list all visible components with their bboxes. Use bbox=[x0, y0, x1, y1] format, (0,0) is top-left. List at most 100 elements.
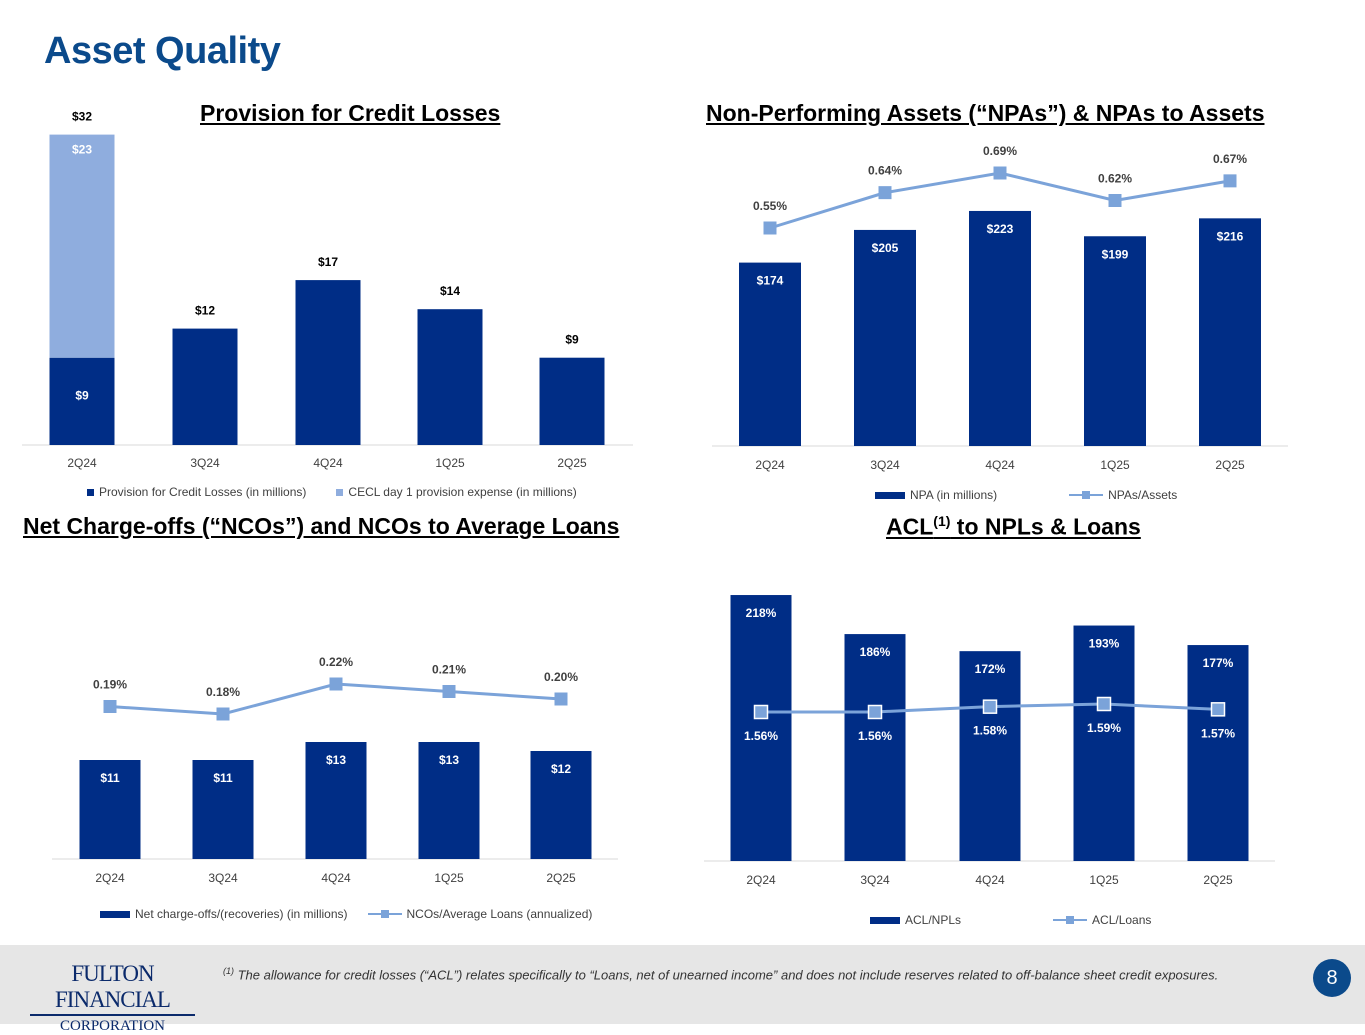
nco-bar-label-4Q24: $13 bbox=[326, 753, 346, 767]
acl-bar-1Q25 bbox=[1073, 625, 1135, 861]
npa-bar-2Q24 bbox=[739, 262, 801, 446]
npa-tick-4Q24: 4Q24 bbox=[985, 458, 1015, 472]
provision-label-1Q25: $14 bbox=[440, 284, 460, 298]
nco-tick-3Q24: 3Q24 bbox=[208, 871, 238, 885]
chart-title-nco: Net Charge-offs (“NCOs”) and NCOs to Ave… bbox=[23, 513, 620, 539]
acl-point-label-2Q24: 1.56% bbox=[744, 729, 778, 743]
acl-title-rest: to NPLs & Loans bbox=[950, 513, 1141, 540]
npa-bar-1Q25 bbox=[1084, 236, 1146, 446]
acl-point-label-1Q25: 1.59% bbox=[1087, 721, 1121, 735]
legend-item-cecl: CECL day 1 provision expense (in million… bbox=[336, 485, 577, 499]
acl-bar-label-1Q25: 193% bbox=[1089, 637, 1120, 651]
provision-tick-2Q24: 2Q24 bbox=[67, 456, 97, 470]
logo-rule bbox=[30, 1014, 195, 1016]
nco-point-4Q24 bbox=[329, 677, 343, 691]
footnote: (1) The allowance for credit losses (“AC… bbox=[223, 962, 1233, 984]
npa-point-2Q24 bbox=[763, 221, 777, 235]
acl-bar-4Q24 bbox=[959, 651, 1021, 861]
nco-bar-label-3Q24: $11 bbox=[213, 771, 233, 785]
nco-tick-4Q24: 4Q24 bbox=[321, 871, 351, 885]
nco-bar-label-1Q25: $13 bbox=[439, 753, 459, 767]
nco-point-label-3Q24: 0.18% bbox=[206, 685, 240, 699]
acl-bar-label-2Q24: 218% bbox=[746, 606, 777, 620]
acl-point-label-4Q24: 1.58% bbox=[973, 724, 1007, 738]
nco-point-2Q25 bbox=[554, 692, 568, 706]
npa-point-1Q25 bbox=[1108, 194, 1122, 207]
npa-tick-2Q25: 2Q25 bbox=[1215, 458, 1245, 472]
legend-swatch-line bbox=[1053, 916, 1088, 924]
nco-point-2Q24 bbox=[103, 700, 117, 713]
acl-tick-3Q24: 3Q24 bbox=[860, 873, 890, 887]
provision-bar-2Q25 bbox=[539, 357, 605, 445]
cecl-bar-2Q24 bbox=[49, 134, 115, 358]
page-number-badge: 8 bbox=[1313, 959, 1351, 997]
legend-item-acl-bar: ACL/NPLs bbox=[870, 913, 961, 927]
acl-tick-2Q25: 2Q25 bbox=[1203, 873, 1233, 887]
legend-label-acl-loans: ACL/Loans bbox=[1092, 913, 1152, 927]
chart-title-npa: Non-Performing Assets (“NPAs”) & NPAs to… bbox=[706, 100, 1265, 126]
nco-tick-2Q25: 2Q25 bbox=[546, 871, 576, 885]
provision-bar-4Q24 bbox=[295, 280, 361, 445]
acl-point-2Q24 bbox=[753, 704, 769, 720]
charts-canvas: 2Q24 3Q24 4Q24 1Q25 2Q25 $23 $9 $32 $12 $17 $14 $9 2… bbox=[22, 110, 1288, 887]
legend-nco: Net charge-offs/(recoveries) (in million… bbox=[100, 907, 592, 921]
provision-bar-3Q24 bbox=[172, 328, 238, 445]
acl-point-label-3Q24: 1.56% bbox=[858, 729, 892, 743]
provision-total-2Q24: $32 bbox=[72, 110, 92, 124]
provision-tick-3Q24: 3Q24 bbox=[190, 456, 220, 470]
acl-bar-3Q24 bbox=[844, 634, 906, 861]
provision-label-2Q24: $9 bbox=[75, 389, 89, 403]
legend-label-npa-assets: NPAs/Assets bbox=[1108, 488, 1178, 502]
provision-label-4Q24: $17 bbox=[318, 255, 338, 269]
footnote-marker: (1) bbox=[223, 966, 234, 976]
npa-point-label-4Q24: 0.69% bbox=[983, 144, 1017, 158]
legend-item-nco-line: NCOs/Average Loans (annualized) bbox=[367, 907, 593, 921]
nco-point-label-1Q25: 0.21% bbox=[432, 663, 466, 677]
legend-label-provision: Provision for Credit Losses (in millions… bbox=[99, 485, 307, 499]
nco-point-3Q24 bbox=[216, 707, 230, 721]
nco-bar-2Q24 bbox=[79, 760, 141, 859]
nco-bar-3Q24 bbox=[192, 760, 254, 859]
npa-point-3Q24 bbox=[878, 186, 892, 200]
acl-bar-2Q25 bbox=[1187, 645, 1249, 861]
page-title: Asset Quality bbox=[44, 30, 281, 72]
nco-bar-4Q24 bbox=[305, 742, 367, 859]
npa-bar-label-4Q24: $223 bbox=[987, 222, 1014, 236]
chart-title-acl: ACL(1) to NPLs & Loans bbox=[886, 513, 1141, 541]
npa-tick-2Q24: 2Q24 bbox=[755, 458, 785, 472]
legend-label-nco: Net charge-offs/(recoveries) (in million… bbox=[135, 907, 348, 921]
provision-tick-1Q25: 1Q25 bbox=[435, 456, 465, 470]
npa-bar-4Q24 bbox=[969, 210, 1031, 446]
legend-item-nco-bar: Net charge-offs/(recoveries) (in million… bbox=[100, 907, 348, 921]
legend-label-npa: NPA (in millions) bbox=[910, 488, 998, 502]
provision-bar-1Q25 bbox=[417, 309, 483, 445]
logo-line2: CORPORATION bbox=[59, 1018, 165, 1034]
footnote-text: The allowance for credit losses (“ACL”) … bbox=[234, 967, 1219, 983]
legend-swatch-dark bbox=[87, 488, 94, 496]
acl-tick-1Q25: 1Q25 bbox=[1089, 873, 1119, 887]
provision-tick-4Q24: 4Q24 bbox=[313, 456, 343, 470]
provision-label-3Q24: $12 bbox=[195, 304, 215, 318]
nco-tick-2Q24: 2Q24 bbox=[95, 871, 125, 885]
cecl-label-2Q24: $23 bbox=[72, 143, 92, 157]
nco-bar-label-2Q24: $11 bbox=[100, 771, 120, 785]
npa-bar-2Q25 bbox=[1199, 218, 1261, 446]
provision-bar-2Q24 bbox=[49, 357, 115, 445]
legend-swatch-bar bbox=[100, 910, 130, 918]
acl-point-1Q25 bbox=[1096, 696, 1112, 712]
legend-item-npa-bar: NPA (in millions) bbox=[875, 488, 997, 502]
legend-label-nco-loans: NCOs/Average Loans (annualized) bbox=[406, 907, 593, 921]
legend-swatch-bar bbox=[875, 491, 905, 499]
provision-tick-2Q25: 2Q25 bbox=[557, 456, 587, 470]
legend-swatch-light bbox=[336, 488, 344, 496]
npa-bar-label-3Q24: $205 bbox=[872, 241, 899, 255]
nco-point-label-2Q24: 0.19% bbox=[93, 678, 127, 692]
legend-swatch-line bbox=[1069, 491, 1104, 499]
nco-point-1Q25 bbox=[442, 685, 456, 698]
acl-bar-label-3Q24: 186% bbox=[860, 645, 891, 659]
legend-item-provision: Provision for Credit Losses (in millions… bbox=[87, 485, 306, 499]
acl-title-sup: (1) bbox=[933, 513, 951, 529]
nco-bar-label-2Q25: $12 bbox=[551, 762, 571, 776]
provision-label-2Q25: $9 bbox=[565, 333, 579, 347]
logo-line1: FULTON FINANCIAL bbox=[55, 961, 171, 1012]
